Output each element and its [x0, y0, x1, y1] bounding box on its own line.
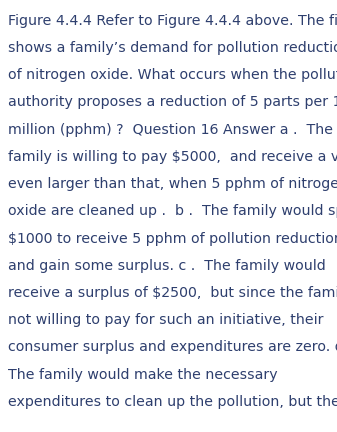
Text: not willing to pay for such an initiative, their: not willing to pay for such an initiativ… [8, 313, 324, 327]
Text: expenditures to clean up the pollution, but the: expenditures to clean up the pollution, … [8, 395, 337, 409]
Text: and gain some surplus. c .  The family would: and gain some surplus. c . The family wo… [8, 259, 326, 273]
Text: million (pphm) ?  Question 16 Answer a .  The: million (pphm) ? Question 16 Answer a . … [8, 123, 333, 137]
Text: authority proposes a reduction of 5 parts per 100: authority proposes a reduction of 5 part… [8, 95, 337, 109]
Text: of nitrogen oxide. What occurs when the pollution: of nitrogen oxide. What occurs when the … [8, 68, 337, 82]
Text: $1000 to receive 5 pphm of pollution reduction: $1000 to receive 5 pphm of pollution red… [8, 232, 337, 245]
Text: The family would make the necessary: The family would make the necessary [8, 368, 278, 381]
Text: shows a family’s demand for pollution reduction: shows a family’s demand for pollution re… [8, 41, 337, 55]
Text: oxide are cleaned up .  b .  The family would spend: oxide are cleaned up . b . The family wo… [8, 204, 337, 218]
Text: Figure 4.4.4 Refer to Figure 4.4.4 above. The figure: Figure 4.4.4 Refer to Figure 4.4.4 above… [8, 14, 337, 28]
Text: family is willing to pay $5000,  and receive a value: family is willing to pay $5000, and rece… [8, 150, 337, 164]
Text: even larger than that, when 5 pphm of nitrogen: even larger than that, when 5 pphm of ni… [8, 177, 337, 191]
Text: consumer surplus and expenditures are zero. d .: consumer surplus and expenditures are ze… [8, 340, 337, 354]
Text: receive a surplus of $2500,  but since the family is: receive a surplus of $2500, but since th… [8, 286, 337, 300]
